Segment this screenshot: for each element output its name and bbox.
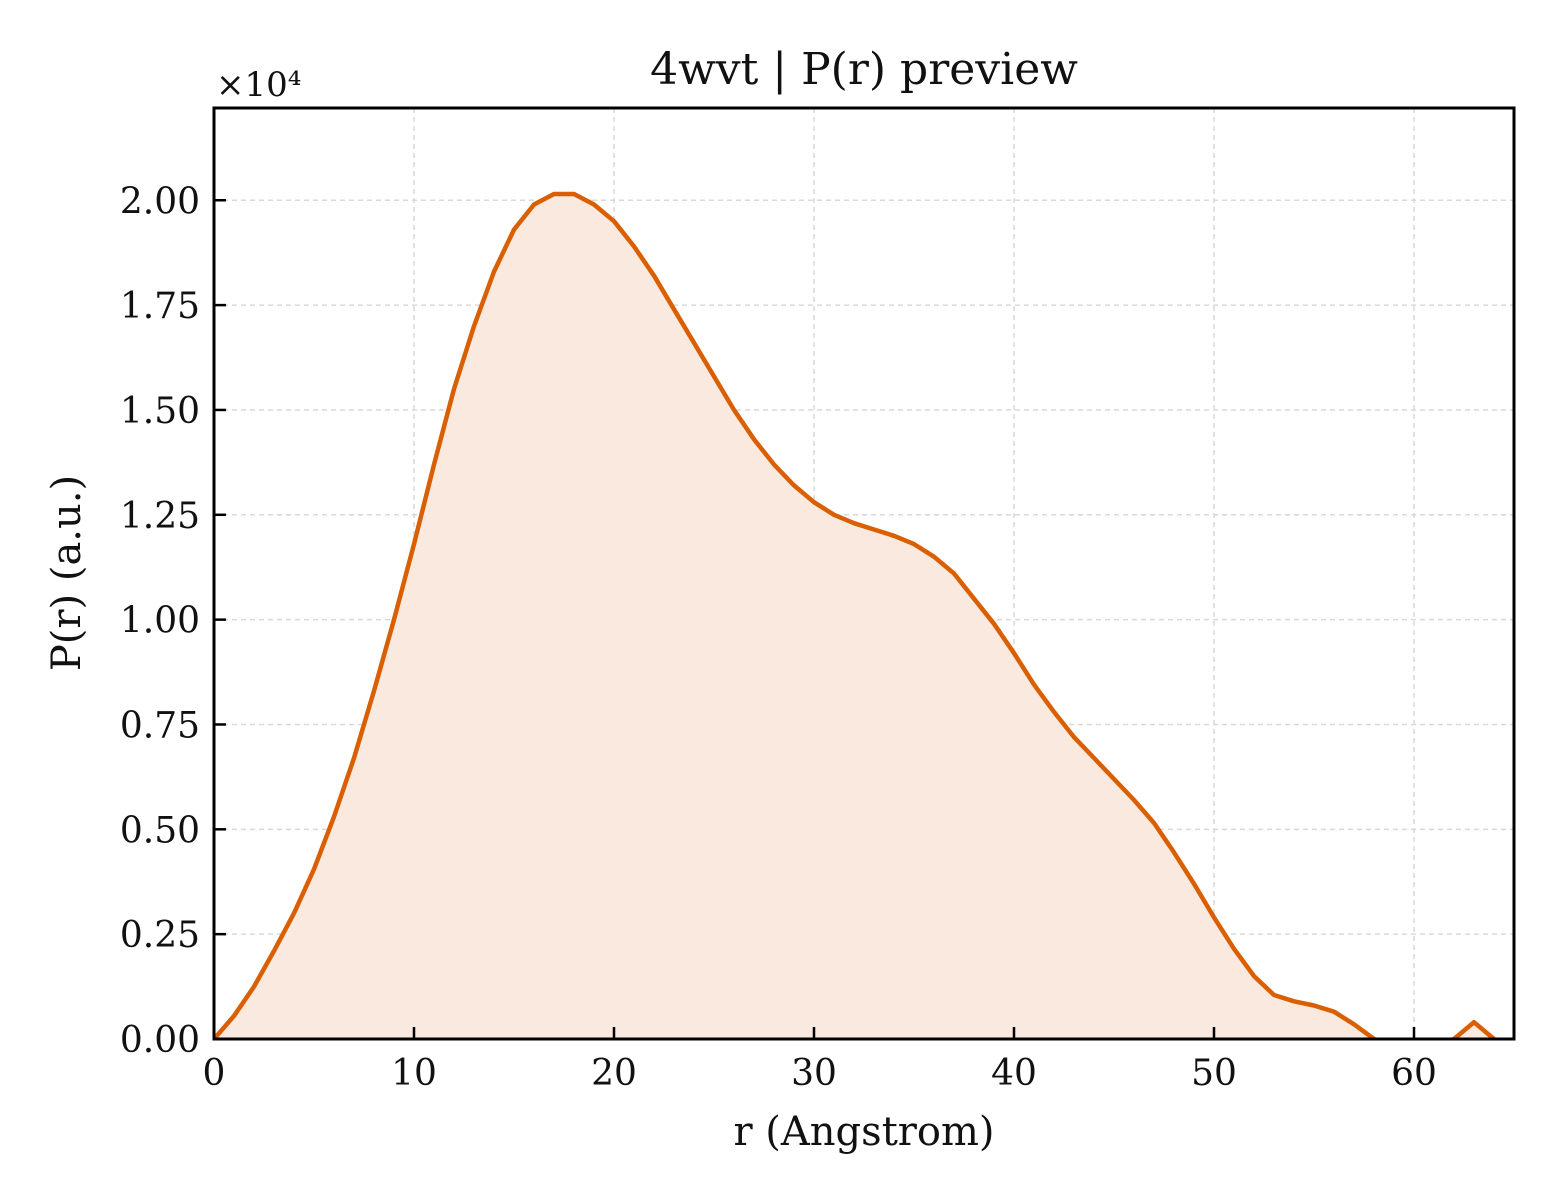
pr-area-fill bbox=[214, 194, 1514, 1039]
x-tick-label: 50 bbox=[1191, 1053, 1237, 1094]
y-tick-label: 1.00 bbox=[120, 601, 200, 642]
y-tick-label: 0.00 bbox=[120, 1020, 200, 1061]
y-tick-label: 0.25 bbox=[120, 915, 200, 956]
x-tick-label: 40 bbox=[991, 1053, 1037, 1094]
y-tick-label: 2.00 bbox=[120, 181, 200, 222]
y-tick-label: 0.75 bbox=[120, 705, 200, 746]
y-multiplier-label: ×10⁴ bbox=[216, 65, 301, 105]
x-tick-label: 30 bbox=[791, 1053, 837, 1094]
chart-title: 4wvt | P(r) preview bbox=[650, 44, 1078, 95]
x-tick-label: 10 bbox=[391, 1053, 437, 1094]
y-tick-label: 1.50 bbox=[120, 391, 200, 432]
y-tick-label: 1.75 bbox=[120, 286, 200, 327]
x-axis-label: r (Angstrom) bbox=[733, 1109, 994, 1155]
x-tick-label: 20 bbox=[591, 1053, 637, 1094]
x-tick-label: 60 bbox=[1391, 1053, 1437, 1094]
plot-frame bbox=[212, 106, 1516, 1041]
x-tick-label: 0 bbox=[203, 1053, 226, 1094]
axis-ticks bbox=[212, 199, 1416, 1041]
y-axis-label: P(r) (a.u.) bbox=[44, 475, 90, 671]
y-tick-label: 0.50 bbox=[120, 810, 200, 851]
y-tick-label: 1.25 bbox=[120, 496, 200, 537]
pr-curve bbox=[214, 191, 1498, 1039]
tick-labels: 0 10 20 30 40 50 60 0.00 0.25 0.50 0.75 1.00 1.25 1.5… bbox=[120, 181, 1437, 1094]
